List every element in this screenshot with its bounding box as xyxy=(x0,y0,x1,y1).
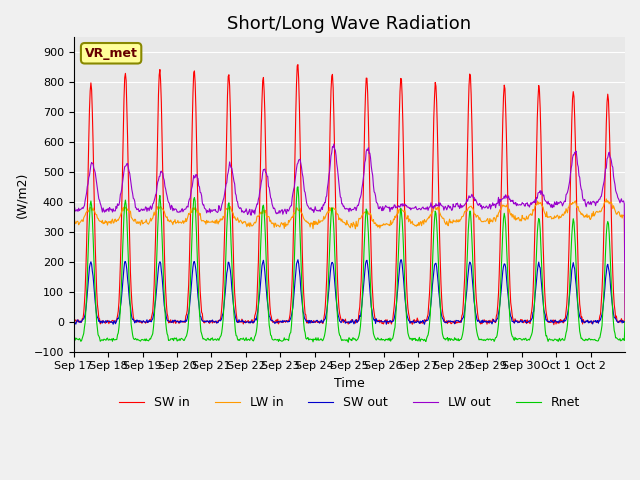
LW out xyxy=(284,208,292,214)
SW out xyxy=(284,319,292,325)
Rnet xyxy=(438,331,446,336)
SW in xyxy=(134,319,142,324)
Rnet xyxy=(70,336,77,342)
LW out xyxy=(438,203,445,209)
Legend: SW in, LW in, SW out, LW out, Rnet: SW in, LW in, SW out, LW out, Rnet xyxy=(114,391,585,414)
SW out xyxy=(70,318,77,324)
Line: SW out: SW out xyxy=(74,260,625,324)
LW out xyxy=(236,206,244,212)
LW out xyxy=(407,207,415,213)
LW out xyxy=(621,316,629,322)
SW out xyxy=(438,315,446,321)
LW in xyxy=(284,222,292,228)
LW in xyxy=(406,217,414,223)
Line: LW in: LW in xyxy=(74,199,625,324)
Line: SW in: SW in xyxy=(74,65,625,324)
LW out xyxy=(134,206,142,212)
SW in xyxy=(407,319,415,325)
Line: LW out: LW out xyxy=(74,144,625,319)
SW in xyxy=(438,296,445,302)
SW in xyxy=(550,322,557,327)
LW in xyxy=(602,196,610,202)
Text: VR_met: VR_met xyxy=(84,47,138,60)
LW in xyxy=(621,321,629,327)
LW in xyxy=(134,220,142,226)
Rnet xyxy=(621,319,629,325)
SW out xyxy=(407,319,415,324)
Rnet xyxy=(284,337,292,343)
SW in xyxy=(621,317,629,323)
Rnet xyxy=(236,337,244,343)
Rnet xyxy=(344,339,352,345)
X-axis label: Time: Time xyxy=(334,377,365,390)
SW out xyxy=(420,322,428,327)
LW out xyxy=(263,173,271,179)
Rnet xyxy=(294,184,302,190)
SW in xyxy=(70,318,77,324)
LW out xyxy=(70,205,77,211)
LW out xyxy=(330,141,338,147)
Rnet xyxy=(134,337,142,343)
SW out xyxy=(294,257,302,263)
LW in xyxy=(236,218,244,224)
SW in xyxy=(236,319,244,324)
LW in xyxy=(437,213,445,219)
Rnet xyxy=(263,281,271,287)
Title: Short/Long Wave Radiation: Short/Long Wave Radiation xyxy=(227,15,472,33)
LW in xyxy=(263,215,271,220)
SW out xyxy=(134,319,142,325)
SW in xyxy=(284,318,292,324)
SW out xyxy=(621,319,629,324)
SW out xyxy=(236,319,244,324)
LW in xyxy=(70,221,77,227)
SW out xyxy=(263,296,271,301)
Y-axis label: (W/m2): (W/m2) xyxy=(15,171,28,217)
SW in xyxy=(263,218,271,224)
SW in xyxy=(294,62,302,68)
Line: Rnet: Rnet xyxy=(74,187,625,342)
Rnet xyxy=(408,336,415,342)
